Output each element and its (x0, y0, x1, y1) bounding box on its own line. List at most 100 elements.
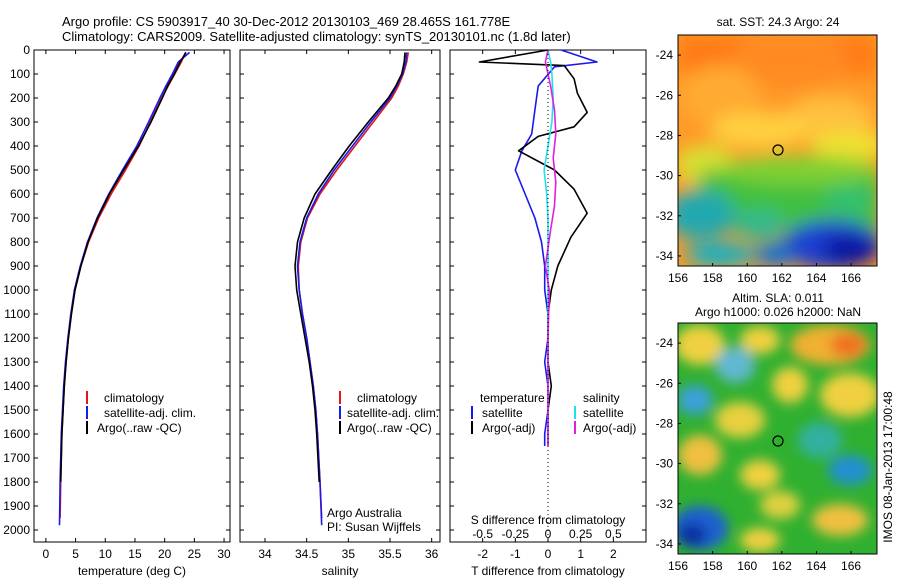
argo-location-marker (772, 435, 784, 447)
difference-legend: temperature salinity satellite Argo(-adj… (471, 391, 636, 435)
y-tick-label: 1000 (3, 283, 30, 297)
x-tick-label: 160 (737, 271, 757, 285)
legend-label-satellite: satellite-adj. clim. (347, 406, 439, 420)
y-tick-label: -28 (656, 416, 674, 430)
x-tick-label: 164 (806, 559, 826, 573)
salinity-xlabel: salinity (322, 564, 359, 578)
y-tick-label: 1500 (3, 403, 30, 417)
temperature-xlabel: temperature (deg C) (78, 564, 186, 578)
x-tick-label: 156 (668, 271, 688, 285)
x-tick-label: 20 (158, 547, 172, 561)
y-tick-label: 1600 (3, 427, 30, 441)
y-tick-label: -28 (656, 128, 674, 142)
x-tick-label: 5 (72, 547, 79, 561)
legend-label-climatology: climatology (104, 391, 164, 405)
x-tick-label: 2 (610, 547, 617, 561)
series-line (297, 52, 410, 519)
header-line-1: Argo profile: CS 5903917_40 30-Dec-2012 … (62, 14, 511, 29)
series-line (514, 49, 598, 446)
x-tick-label: 158 (703, 271, 723, 285)
y-tick-label: 1400 (3, 379, 30, 393)
x-tick-label: 1 (577, 547, 584, 561)
sst-map-frame (677, 34, 878, 267)
x-tick-label: 35.5 (378, 547, 402, 561)
s-tick-label: -0.25 (502, 527, 530, 541)
x-tick-label: 15 (128, 547, 142, 561)
s-tick-label: 0.5 (605, 527, 622, 541)
y-tick-label: -30 (656, 457, 674, 471)
sla-map-image (678, 323, 877, 554)
legend-label-sal-satellite: satellite (583, 406, 624, 420)
y-tick-label: -24 (656, 48, 674, 62)
legend-label-temp-argo: Argo(-adj) (482, 421, 535, 435)
annotation-line-1: Argo Australia (327, 506, 402, 520)
y-tick-label: 1100 (4, 307, 30, 321)
salinity-axes: 34 34.5 35 35.5 36 (240, 49, 440, 561)
y-tick-label: 200 (10, 91, 30, 105)
y-tick-label: 1900 (3, 499, 30, 513)
y-tick-label: 300 (10, 115, 30, 129)
series-line (58, 51, 191, 526)
x-tick-label: 158 (703, 559, 723, 573)
s-tick-label: -0.5 (472, 527, 493, 541)
difference-xlabel: T difference from climatology (471, 564, 625, 578)
y-tick-label: 1200 (3, 331, 30, 345)
x-tick-label: 10 (99, 547, 113, 561)
salinity-series (294, 52, 410, 526)
y-tick-label: 0 (23, 43, 30, 57)
x-tick-label: 162 (772, 271, 792, 285)
y-tick-label: -32 (656, 497, 674, 511)
x-tick-label: 166 (841, 559, 861, 573)
y-tick-label: -26 (656, 88, 674, 102)
salinity-legend: climatology satellite-adj. clim. Argo(..… (339, 391, 439, 435)
legend-label-argo: Argo(..raw -QC) (347, 421, 432, 435)
series-line (294, 52, 406, 483)
sla-map-subtitle: Argo h1000: 0.026 h2000: NaN (695, 305, 861, 319)
y-tick-label: -30 (656, 169, 674, 183)
y-tick-label: 800 (10, 235, 30, 249)
argo-location-marker (772, 144, 784, 156)
sla-map-frame (677, 322, 878, 555)
y-tick-label: -34 (656, 537, 674, 551)
series-line (478, 49, 589, 446)
y-tick-label: 100 (10, 67, 30, 81)
temperature-series (58, 51, 191, 526)
y-tick-label: 700 (10, 211, 30, 225)
y-tick-label: 600 (10, 187, 30, 201)
x-tick-label: 166 (841, 271, 861, 285)
x-tick-label: 34 (258, 547, 272, 561)
temperature-axes: 0100200300400500600700800900100011001200… (3, 43, 231, 561)
x-tick-label: 35 (342, 547, 356, 561)
legend-header-temperature: temperature (480, 391, 545, 405)
x-tick-label: 25 (188, 547, 202, 561)
y-tick-label: 2000 (3, 523, 30, 537)
annotation-line-2: PI: Susan Wijffels (327, 520, 421, 534)
temperature-legend: climatology satellite-adj. clim. Argo(..… (86, 391, 196, 435)
salinity-panel-frame (239, 49, 441, 543)
legend-header-salinity: salinity (583, 391, 620, 405)
x-tick-label: 156 (668, 559, 688, 573)
y-tick-label: -34 (656, 249, 674, 263)
x-tick-label: -2 (477, 547, 488, 561)
legend-label-sal-argo: Argo(-adj) (583, 421, 636, 435)
y-tick-label: -26 (656, 376, 674, 390)
temperature-panel-frame (33, 49, 231, 543)
legend-label-satellite: satellite-adj. clim. (104, 406, 196, 420)
x-tick-label: -1 (510, 547, 521, 561)
imos-timestamp-label: IMOS 08-Jan-2013 17:00:48 (881, 391, 895, 543)
y-tick-label: 1800 (3, 475, 30, 489)
y-tick-label: -24 (656, 336, 674, 350)
sla-map-title: Altim. SLA: 0.011 (732, 291, 824, 305)
x-tick-label: 36 (425, 547, 439, 561)
sla-map-axes: 156 158 160 162 164 166 -24 -26 -28 -30 -32 -34 (656, 336, 862, 573)
y-tick-label: 400 (10, 139, 30, 153)
series-line (59, 52, 187, 519)
series-line (296, 52, 408, 526)
x-tick-label: 0 (43, 547, 50, 561)
y-tick-label: -32 (656, 209, 674, 223)
sst-map-title: sat. SST: 24.3 Argo: 24 (717, 15, 840, 29)
y-tick-label: 1700 (3, 451, 30, 465)
x-tick-label: 34.5 (295, 547, 319, 561)
